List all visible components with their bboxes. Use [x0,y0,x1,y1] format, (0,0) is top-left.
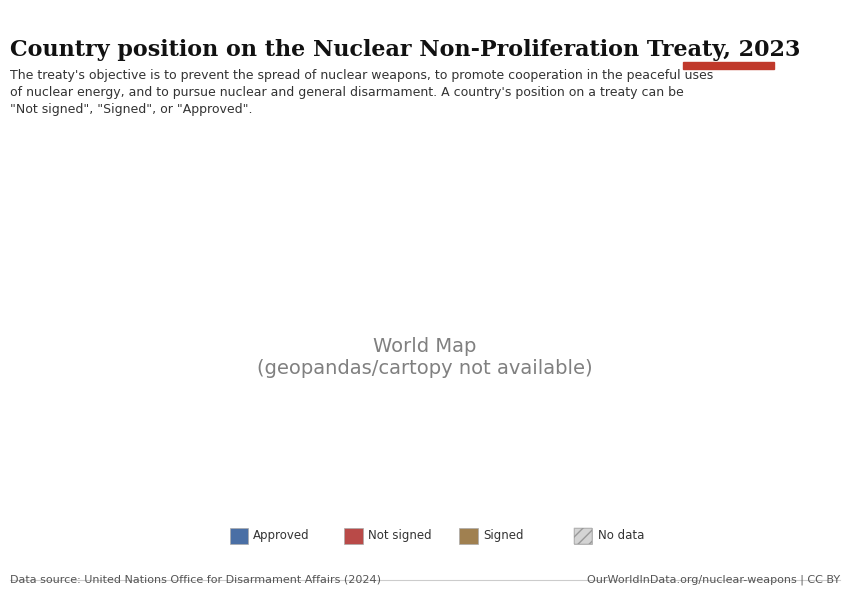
Bar [683,62,774,69]
Text: in Data: in Data [707,42,750,52]
Text: The treaty's objective is to prevent the spread of nuclear weapons, to promote c: The treaty's objective is to prevent the… [10,69,713,116]
Text: World Map
(geopandas/cartopy not available): World Map (geopandas/cartopy not availab… [258,337,592,377]
Text: Country position on the Nuclear Non-Proliferation Treaty, 2023: Country position on the Nuclear Non-Prol… [10,39,801,61]
Text: No data: No data [598,529,644,542]
Text: Data source: United Nations Office for Disarmament Affairs (2024): Data source: United Nations Office for D… [10,575,381,585]
Text: Approved: Approved [253,529,310,542]
Text: Our World: Our World [699,24,758,34]
Text: OurWorldInData.org/nuclear-weapons | CC BY: OurWorldInData.org/nuclear-weapons | CC … [586,575,840,586]
Text: Signed: Signed [483,529,524,542]
Text: Not signed: Not signed [368,529,432,542]
